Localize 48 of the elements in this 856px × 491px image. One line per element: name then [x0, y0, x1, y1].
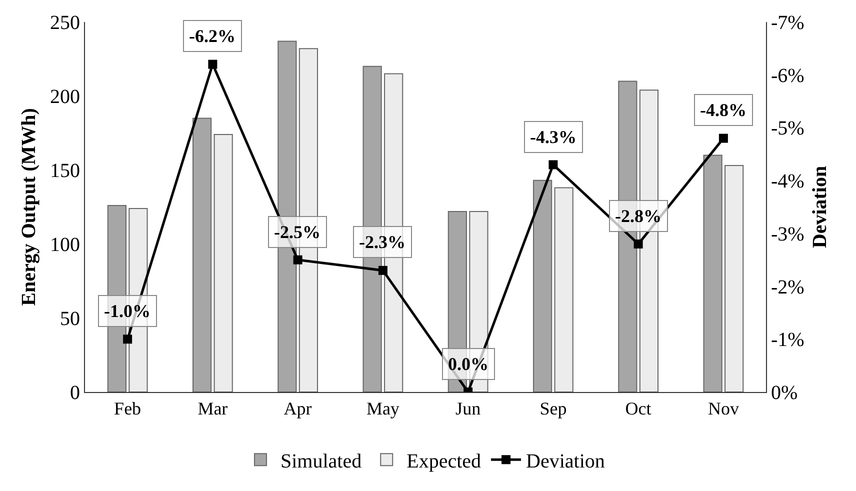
- x-tick-label: Apr: [284, 398, 312, 419]
- x-tick-label: Mar: [198, 398, 228, 419]
- point: [548, 160, 558, 170]
- legend-label: Simulated: [280, 450, 362, 472]
- data-label: -2.5%: [274, 222, 320, 242]
- x-tick-label: Nov: [708, 398, 739, 419]
- y-tick-label: 0: [70, 382, 80, 404]
- y2-tick-label: -4%: [771, 170, 804, 193]
- y2-tick-label: -5%: [771, 118, 804, 140]
- y-tick-label: 100: [50, 234, 80, 256]
- bar: [192, 118, 212, 392]
- data-label: -1.0%: [104, 301, 150, 321]
- x-tick-label: Sep: [540, 398, 567, 419]
- y2-tick-label: -2%: [771, 276, 804, 298]
- data-label: -2.8%: [615, 206, 662, 226]
- y-tick-label: 50: [60, 308, 80, 330]
- y2-tick-label: -1%: [771, 329, 804, 352]
- data-label: -4.3%: [530, 127, 576, 147]
- y2-tick-label: 0%: [771, 382, 798, 404]
- x-tick-label: Jun: [456, 398, 481, 419]
- y2-tick-label: -6%: [771, 64, 804, 87]
- data-label: 0.0%: [448, 354, 488, 374]
- y2-axis-title: Deviation: [809, 166, 831, 248]
- y-tick-label: 150: [50, 160, 80, 182]
- bar: [214, 134, 233, 392]
- legend-label: Expected: [406, 450, 482, 472]
- x-tick-label: Oct: [625, 398, 652, 419]
- x-tick-label: Feb: [114, 398, 142, 419]
- legend-label: Deviation: [526, 450, 605, 472]
- x-tick-label: May: [366, 398, 400, 419]
- y2-tick-label: -3%: [771, 223, 804, 246]
- data-label: -2.3%: [359, 232, 406, 252]
- point: [378, 266, 388, 275]
- y-tick-label: 200: [50, 86, 80, 108]
- point: [718, 134, 728, 143]
- y-tick-label: 250: [50, 12, 80, 34]
- point: [123, 334, 132, 344]
- point: [293, 255, 302, 264]
- data-label: -4.8%: [700, 100, 746, 120]
- y2-tick-label: -7%: [771, 12, 804, 34]
- data-label: -6.2%: [189, 26, 236, 46]
- y-axis-title: Energy Output (MWh): [18, 108, 40, 306]
- point: [634, 240, 643, 248]
- point: [208, 60, 218, 69]
- bar: [554, 187, 574, 392]
- bar: [703, 154, 722, 392]
- bar: [533, 180, 552, 392]
- bar: [724, 165, 744, 392]
